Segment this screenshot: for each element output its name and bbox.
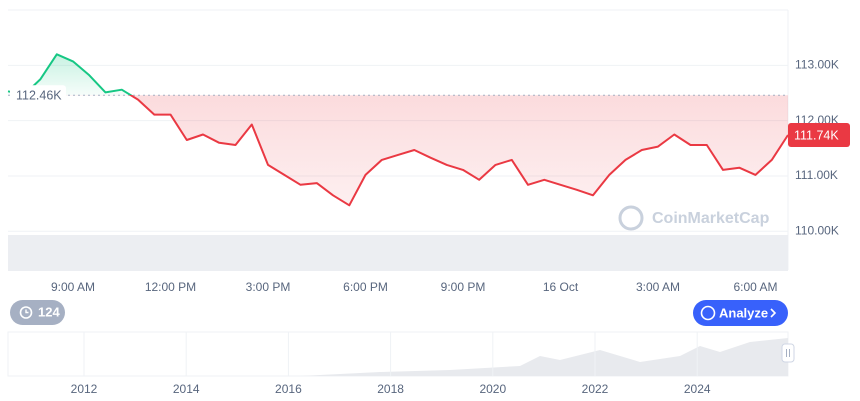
navigator-label: 2014: [173, 382, 200, 396]
history-button[interactable]: 124: [10, 300, 65, 325]
x-tick-label: 9:00 PM: [441, 280, 486, 294]
y-tick-label: 111.00K: [795, 168, 838, 182]
baseline-label: 112.46K: [16, 88, 62, 102]
navigator-label: 2012: [71, 382, 98, 396]
navigator-label: 2020: [479, 382, 506, 396]
x-tick-label: 6:00 AM: [733, 280, 777, 294]
volume-band: [8, 235, 788, 271]
watermark-text: CoinMarketCap: [652, 210, 770, 227]
navigator-label: 2022: [582, 382, 609, 396]
navigator-label: 2016: [275, 382, 302, 396]
price-line: [7, 53, 789, 207]
navigator-handle[interactable]: [781, 343, 795, 363]
navigator: [7, 331, 795, 377]
navigator-label: 2018: [377, 382, 404, 396]
watermark: CoinMarketCap: [618, 205, 770, 231]
y-tick-label: 110.00K: [795, 223, 839, 237]
navigator-area: [8, 338, 788, 376]
baseline-label-box: [10, 85, 66, 106]
price-area: [8, 54, 788, 206]
history-count: 124: [38, 304, 60, 319]
x-tick-label: 9:00 AM: [51, 280, 95, 294]
handle-grip: [786, 349, 790, 357]
y-tick-label: 113.00K: [795, 57, 839, 71]
x-tick-label: 6:00 PM: [343, 280, 388, 294]
analyze-label: Analyze: [719, 305, 768, 320]
current-price-box: [788, 123, 850, 148]
analyze-button[interactable]: Analyze: [693, 300, 788, 326]
x-tick-label: 16 Oct: [543, 280, 579, 294]
x-tick-label: 3:00 PM: [246, 280, 291, 294]
current-price-label: 111.74K: [794, 128, 839, 142]
navigator-label: 2024: [684, 382, 711, 396]
x-tick-label: 12:00 PM: [145, 280, 196, 294]
x-tick-label: 3:00 AM: [636, 280, 680, 294]
